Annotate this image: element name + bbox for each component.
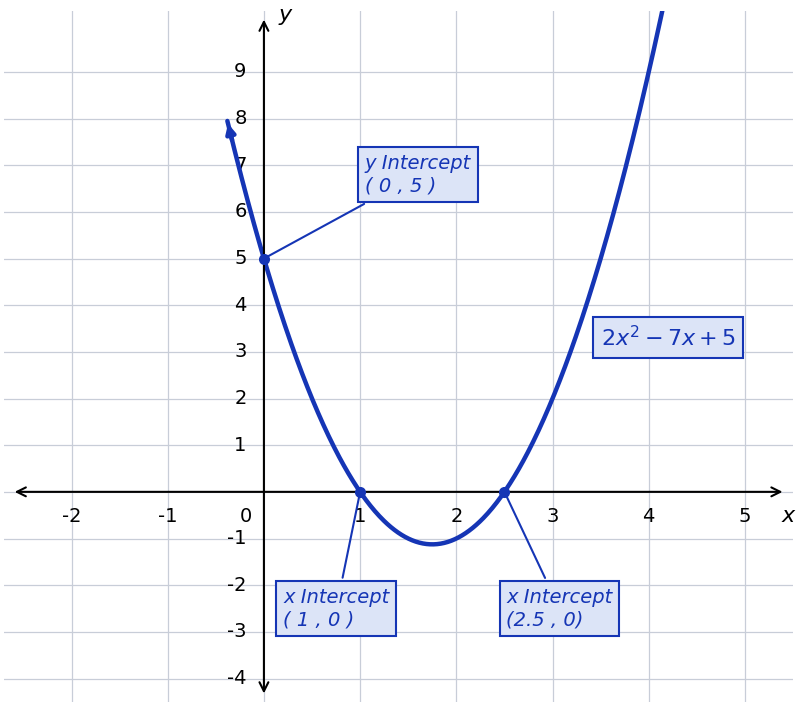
- Text: 4: 4: [234, 296, 246, 315]
- Text: -1: -1: [158, 507, 178, 525]
- Text: 8: 8: [234, 109, 246, 128]
- Text: 0: 0: [240, 507, 252, 525]
- Text: 2: 2: [234, 389, 246, 408]
- Text: 4: 4: [642, 507, 655, 525]
- Text: 9: 9: [234, 62, 246, 81]
- Text: 1: 1: [354, 507, 366, 525]
- Text: y: y: [278, 5, 292, 25]
- Text: -2: -2: [62, 507, 82, 525]
- Text: 6: 6: [234, 203, 246, 222]
- Text: x: x: [782, 506, 795, 526]
- Text: -2: -2: [227, 575, 246, 594]
- Text: x Intercept
(2.5 , 0): x Intercept (2.5 , 0): [506, 494, 613, 629]
- Text: 2: 2: [450, 507, 462, 525]
- Text: x Intercept
( 1 , 0 ): x Intercept ( 1 , 0 ): [283, 495, 390, 629]
- Text: 3: 3: [546, 507, 558, 525]
- Text: $2x^2 - 7x + 5$: $2x^2 - 7x + 5$: [601, 325, 736, 350]
- Text: y Intercept
( 0 , 5 ): y Intercept ( 0 , 5 ): [266, 154, 471, 257]
- Text: 5: 5: [234, 249, 246, 268]
- Text: -1: -1: [227, 529, 246, 548]
- Text: 1: 1: [234, 436, 246, 455]
- Text: 5: 5: [738, 507, 751, 525]
- Text: 7: 7: [234, 156, 246, 174]
- Text: -4: -4: [227, 669, 246, 688]
- Text: -3: -3: [227, 623, 246, 641]
- Text: 3: 3: [234, 342, 246, 361]
